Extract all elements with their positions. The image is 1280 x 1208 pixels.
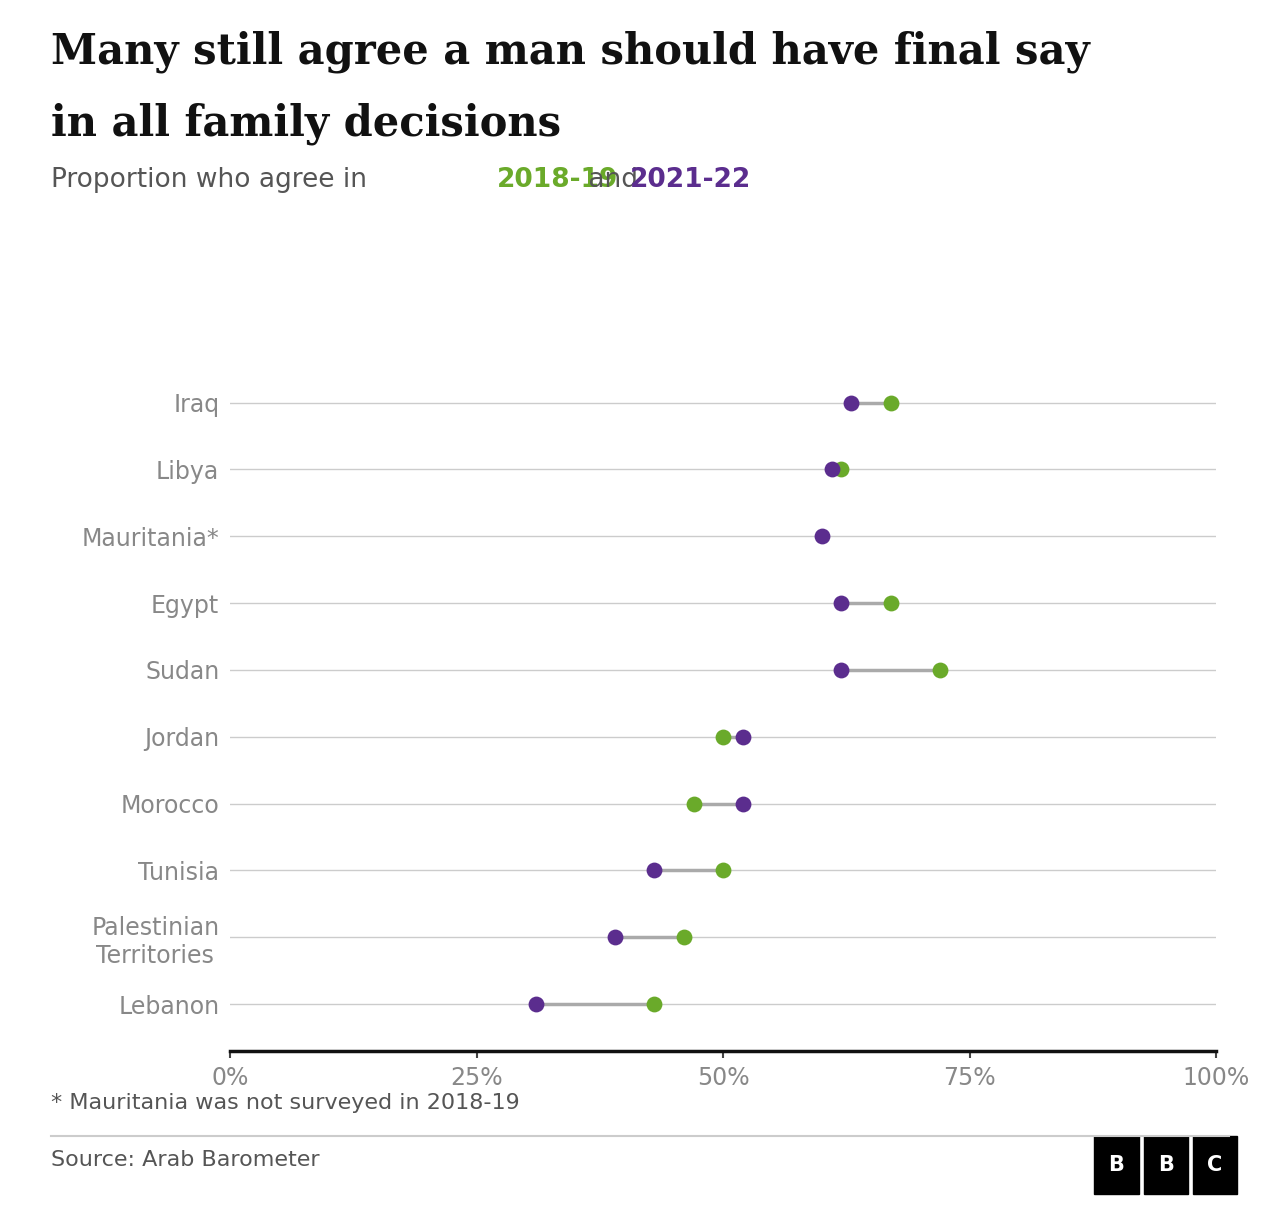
Bar — [1144, 1136, 1188, 1194]
Text: * Mauritania was not surveyed in 2018-19: * Mauritania was not surveyed in 2018-19 — [51, 1093, 520, 1114]
Point — [831, 460, 851, 480]
Text: Many still agree a man should have final say: Many still agree a man should have final… — [51, 30, 1091, 72]
Point — [644, 861, 664, 881]
Text: and: and — [580, 167, 646, 193]
Text: B: B — [1108, 1155, 1124, 1174]
Point — [831, 661, 851, 680]
Text: C: C — [1207, 1155, 1222, 1174]
Text: Source: Arab Barometer: Source: Arab Barometer — [51, 1150, 320, 1171]
Text: Proportion who agree in: Proportion who agree in — [51, 167, 375, 193]
Point — [841, 393, 861, 412]
Bar — [1193, 1136, 1238, 1194]
Point — [831, 593, 851, 612]
Point — [684, 794, 704, 813]
Point — [822, 460, 842, 480]
Text: B: B — [1158, 1155, 1174, 1174]
Point — [881, 593, 901, 612]
Point — [604, 928, 625, 947]
Text: 2021-22: 2021-22 — [630, 167, 751, 193]
Point — [881, 393, 901, 412]
Point — [812, 527, 832, 546]
Point — [713, 727, 733, 747]
Point — [929, 661, 950, 680]
Text: 2018-19: 2018-19 — [497, 167, 618, 193]
Bar — [1094, 1136, 1139, 1194]
Point — [526, 994, 547, 1014]
Text: in all family decisions: in all family decisions — [51, 103, 562, 145]
Point — [644, 994, 664, 1014]
Point — [713, 861, 733, 881]
Point — [673, 928, 694, 947]
Point — [732, 794, 753, 813]
Point — [732, 727, 753, 747]
